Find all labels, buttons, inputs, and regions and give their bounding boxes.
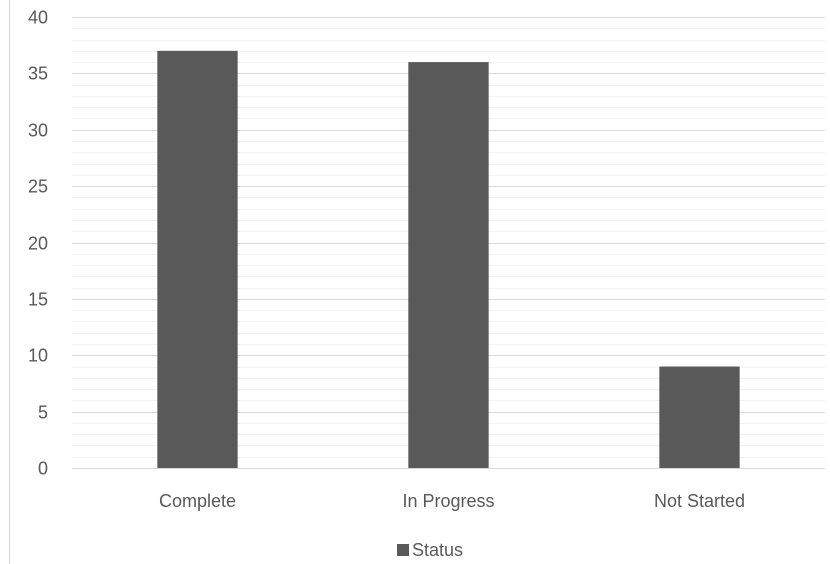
y-tick-label: 15 (28, 290, 48, 310)
legend-label: Status (412, 540, 463, 560)
y-tick-label: 35 (28, 64, 48, 84)
y-tick-label: 30 (28, 121, 48, 141)
bar-in-progress (408, 62, 489, 468)
legend-swatch (397, 544, 409, 556)
y-tick-label: 0 (38, 459, 48, 479)
x-category-label: In Progress (402, 491, 494, 511)
bars (157, 50, 740, 468)
y-tick-label: 40 (28, 8, 48, 28)
y-tick-label: 25 (28, 177, 48, 197)
x-category-label: Complete (159, 491, 236, 511)
legend: Status (397, 540, 463, 560)
bar-complete (157, 50, 238, 468)
axis-labels: 0 5 10 15 20 25 30 35 40 Complete In Progress Not S… (28, 8, 745, 512)
y-tick-label: 10 (28, 346, 48, 366)
x-category-label: Not Started (654, 491, 745, 511)
y-tick-label: 5 (38, 403, 48, 423)
bar-not-started (659, 366, 740, 468)
y-tick-label: 20 (28, 234, 48, 254)
